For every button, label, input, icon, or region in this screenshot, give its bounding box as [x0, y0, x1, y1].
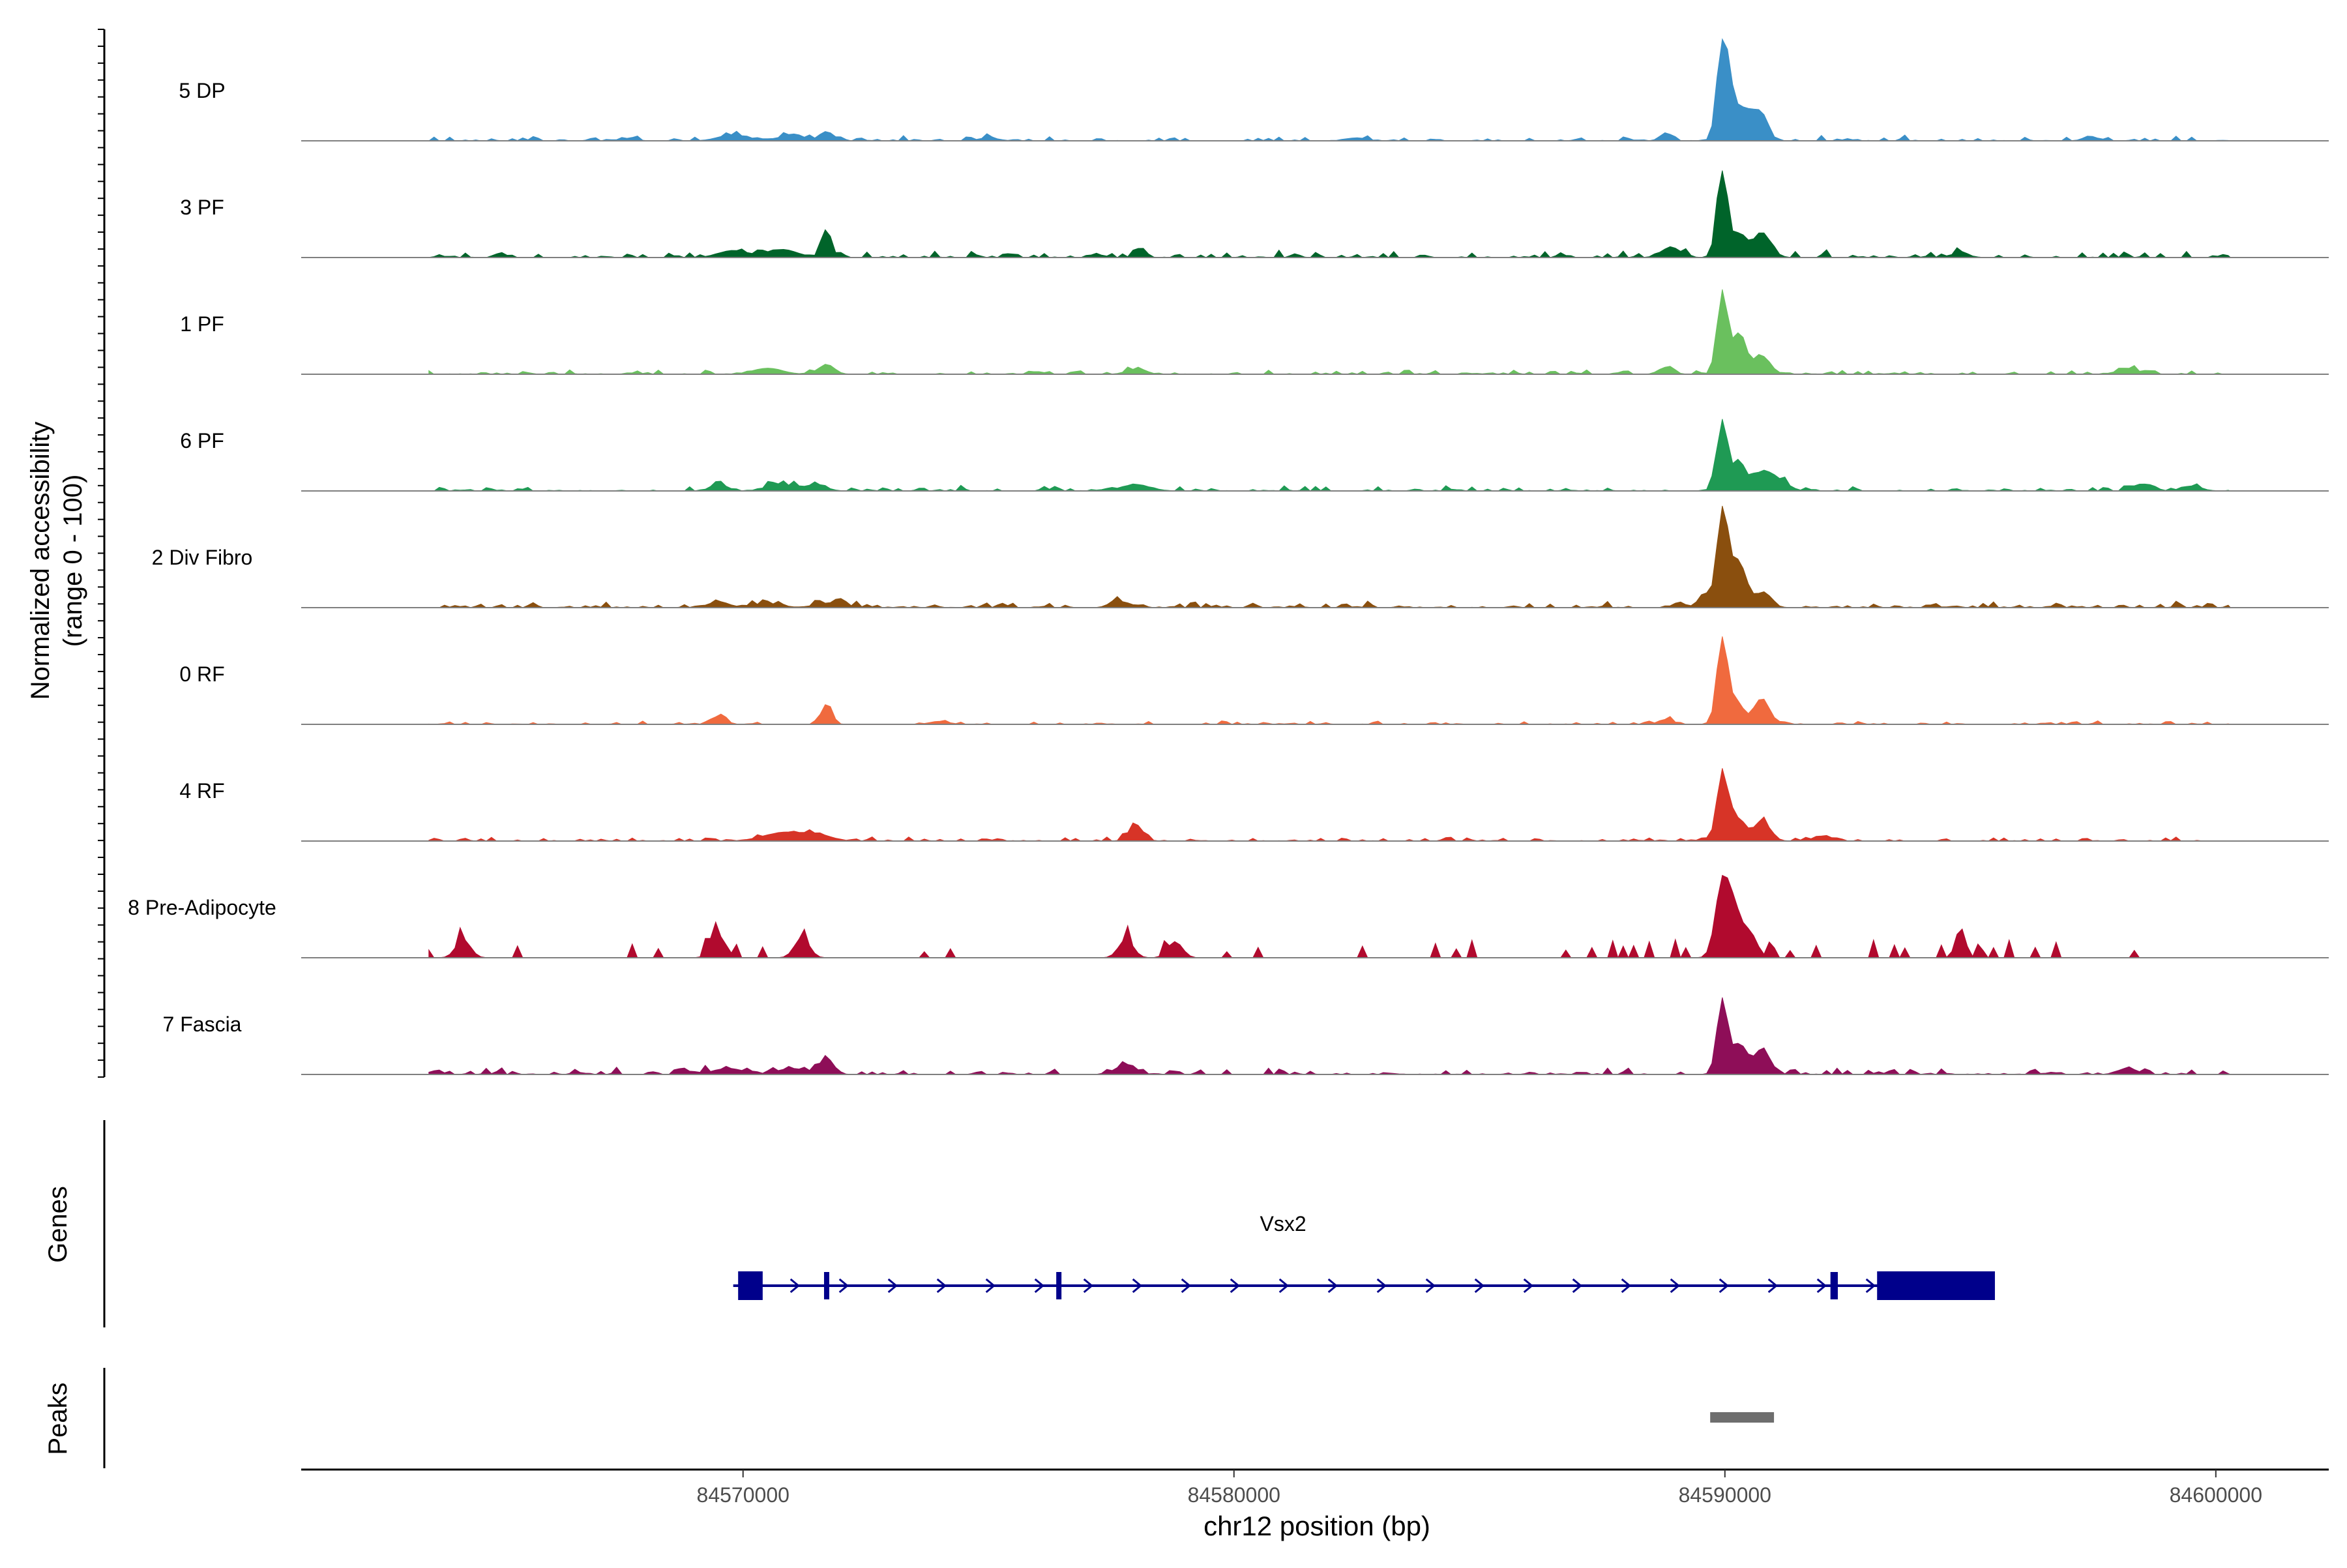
peak-regions [1710, 1412, 1775, 1423]
track-area [428, 38, 2231, 141]
track-areas [301, 38, 2329, 1075]
strand-arrow [790, 1278, 801, 1294]
strand-arrow [1034, 1278, 1045, 1294]
x-tick-label: 84600000 [2170, 1483, 2262, 1507]
strand-arrow [1327, 1278, 1338, 1294]
strand-arrow [1474, 1278, 1485, 1294]
track-area [428, 170, 2232, 258]
track-area [428, 768, 2231, 842]
genes-axis-label: Genes [44, 1186, 72, 1263]
strand-arrow [985, 1278, 996, 1294]
strand-arrow [1572, 1278, 1583, 1294]
x-axis: 84570000 84580000 84590000 84600000 [301, 1468, 2329, 1507]
x-tick-label: 84580000 [1188, 1483, 1280, 1507]
track-label: 6 PF [180, 429, 224, 452]
x-axis-label: chr12 position (bp) [1203, 1511, 1430, 1541]
track-area [428, 874, 2231, 959]
gene-exon [1056, 1272, 1062, 1299]
gene-exon [1877, 1271, 1995, 1300]
strand-arrow [1719, 1278, 1730, 1294]
strand-arrow [1816, 1278, 1827, 1294]
track-label: 1 PF [180, 312, 224, 336]
strand-arrow [1523, 1278, 1534, 1294]
strand-arrow [1278, 1278, 1290, 1294]
strand-arrow [1181, 1278, 1192, 1294]
y-axis [98, 29, 106, 1078]
strand-arrow [1132, 1278, 1143, 1294]
y-axis-label-line1: Normalized accessibility [26, 422, 55, 700]
strand-arrow [1230, 1278, 1241, 1294]
track-label: 7 Fascia [163, 1013, 242, 1036]
strand-arrow [838, 1278, 849, 1294]
gene-exon [823, 1272, 829, 1299]
track-area [428, 997, 2231, 1075]
track-label: 4 RF [179, 779, 224, 803]
gene-name-label: Vsx2 [1260, 1212, 1306, 1235]
strand-arrow [1767, 1278, 1779, 1294]
track-area [428, 636, 2231, 725]
track-labels: 5 DP 3 PF 1 PF 6 PF 2 Div Fibro 0 RF 4 RF 8 Pre… [128, 79, 276, 1036]
strand-arrow [887, 1278, 898, 1294]
track-label: 0 RF [179, 662, 224, 686]
track-label: 3 PF [180, 196, 224, 219]
x-tick-label: 84570000 [697, 1483, 790, 1507]
strand-arrow [1865, 1278, 1876, 1294]
track-label: 8 Pre-Adipocyte [128, 896, 276, 919]
y-axis-label-line2: (range 0 - 100) [59, 475, 87, 647]
strand-arrow [1083, 1278, 1094, 1294]
strand-arrow [1621, 1278, 1632, 1294]
gene-track [733, 1271, 1995, 1300]
peak-region [1710, 1412, 1775, 1423]
strand-arrow [1425, 1278, 1436, 1294]
peaks-axis-label: Peaks [44, 1382, 72, 1455]
strand-arrow [1670, 1278, 1681, 1294]
strand-arrow [936, 1278, 947, 1294]
gene-exon [1830, 1272, 1838, 1299]
strand-arrow [1376, 1278, 1387, 1294]
track-label: 2 Div Fibro [152, 546, 253, 569]
track-label: 5 DP [179, 79, 225, 102]
track-area [428, 289, 2231, 375]
x-tick-label: 84590000 [1679, 1483, 1771, 1507]
track-area [428, 419, 2231, 492]
gene-exon [738, 1271, 763, 1300]
track-area [428, 505, 2232, 608]
